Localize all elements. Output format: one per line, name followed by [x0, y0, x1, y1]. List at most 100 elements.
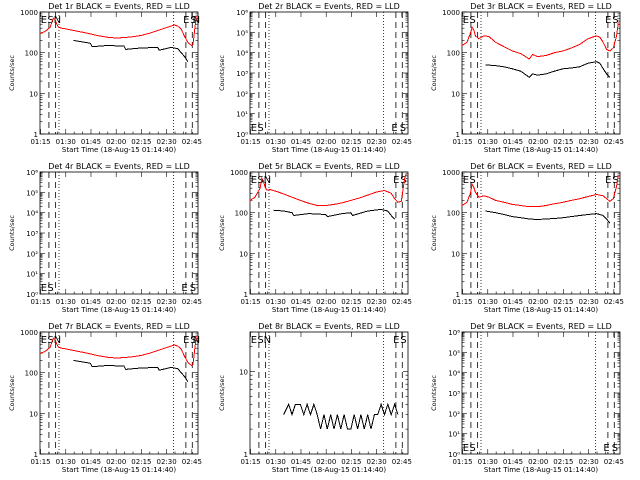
- plot-panel: Det 5r BLACK = Events, RED = LLD 1 10 100 10…: [218, 162, 412, 314]
- x-tick-label: 02:45: [182, 138, 202, 146]
- x-tick-label: 01:45: [81, 138, 101, 146]
- y-tick-label: 1000: [230, 169, 248, 177]
- x-tick-label: 02:45: [392, 458, 412, 466]
- y-axis-label: Counts/sec: [430, 55, 438, 91]
- marker-letter: N: [264, 175, 271, 186]
- marker-letter: N: [264, 335, 271, 346]
- plot-frame: [461, 331, 621, 455]
- marker-letter: S: [257, 123, 263, 134]
- plot-panel: Det 6r BLACK = Events, RED = LLD 1 10 100 10…: [430, 162, 624, 314]
- x-axis-label: Start Time (18-Aug-15 01:14:40): [484, 306, 598, 314]
- x-tick-label: 01:45: [503, 138, 523, 146]
- x-tick-label: 01:15: [452, 298, 472, 306]
- y-tick-label: 10¹: [26, 271, 38, 279]
- plot-frame: [461, 171, 621, 295]
- marker-letter: S: [469, 15, 475, 26]
- plot-frame: [249, 171, 409, 295]
- marker-letter: E: [391, 123, 397, 134]
- y-axis-label: Counts/sec: [218, 55, 226, 91]
- y-tick-label: 10⁴: [236, 50, 248, 58]
- x-tick-label: 02:00: [316, 298, 336, 306]
- x-tick-label: 02:15: [341, 138, 361, 146]
- x-tick-label: 01:15: [240, 138, 260, 146]
- x-tick-label: 02:00: [316, 458, 336, 466]
- y-tick-label: 10⁴: [26, 210, 38, 218]
- plot-title: Det 1r BLACK = Events, RED = LLD: [48, 2, 190, 11]
- x-tick-label: 02:00: [316, 138, 336, 146]
- x-tick-label: 02:15: [553, 458, 573, 466]
- plot-frame: [249, 331, 409, 455]
- y-tick-label: 100: [447, 210, 460, 218]
- x-tick-label: 02:30: [367, 138, 387, 146]
- x-tick-label: 01:45: [291, 138, 311, 146]
- y-tick-label: 10²: [236, 90, 248, 98]
- x-tick-label: 01:15: [30, 138, 50, 146]
- marker-letter: N: [193, 15, 200, 26]
- plot-panel: Det 4r BLACK = Events, RED = LLD 10⁰ 10¹ 10…: [8, 162, 202, 314]
- y-tick-label: 1: [34, 131, 38, 139]
- x-axis-label: Start Time (18-Aug-15 01:14:40): [272, 306, 386, 314]
- y-tick-label: 1: [244, 451, 248, 459]
- x-tick-label: 01:30: [478, 298, 498, 306]
- marker-letter: S: [469, 175, 475, 186]
- x-tick-label: 02:00: [106, 138, 126, 146]
- y-tick-label: 10: [239, 250, 248, 258]
- plot-panel: Det 9r BLACK = Events, RED = LLD 10⁰ 10¹ 10…: [430, 322, 624, 474]
- y-tick-label: 10¹: [236, 111, 248, 119]
- y-tick-label: 10⁶: [26, 169, 38, 177]
- y-axis-label: Counts/sec: [218, 375, 226, 411]
- marker-letter: E: [603, 443, 609, 454]
- x-tick-label: 02:30: [157, 138, 177, 146]
- marker-letter: N: [193, 335, 200, 346]
- plot-panel: Det 2r BLACK = Events, RED = LLD 10⁰ 10¹ 10…: [218, 2, 412, 154]
- x-axis-label: Start Time (18-Aug-15 01:14:40): [62, 146, 176, 154]
- x-tick-label: 02:45: [604, 298, 624, 306]
- marker-letter: E: [393, 175, 399, 186]
- x-axis-label: Start Time (18-Aug-15 01:14:40): [272, 466, 386, 474]
- plot-title: Det 4r BLACK = Events, RED = LLD: [48, 162, 190, 171]
- x-tick-label: 01:30: [266, 298, 286, 306]
- x-tick-label: 02:45: [182, 458, 202, 466]
- y-tick-label: 10³: [448, 390, 460, 398]
- marker-letter: E: [41, 335, 47, 346]
- marker-letter: S: [47, 15, 53, 26]
- x-tick-label: 02:30: [579, 458, 599, 466]
- plot-title: Det 2r BLACK = Events, RED = LLD: [258, 2, 400, 11]
- x-tick-label: 01:15: [240, 458, 260, 466]
- x-axis-label: Start Time (18-Aug-15 01:14:40): [62, 306, 176, 314]
- marker-letter: S: [400, 123, 406, 134]
- x-tick-label: 01:30: [56, 138, 76, 146]
- plot-panel: Det 7r BLACK = Events, RED = LLD 1 10 100 10…: [8, 322, 202, 474]
- marker-letter: S: [257, 175, 263, 186]
- marker-letter: S: [400, 175, 406, 186]
- x-tick-label: 02:15: [553, 298, 573, 306]
- x-tick-label: 02:15: [131, 458, 151, 466]
- y-axis-label: Counts/sec: [430, 375, 438, 411]
- x-tick-label: 02:15: [131, 138, 151, 146]
- y-axis-label: Counts/sec: [218, 215, 226, 251]
- y-tick-label: 10⁰: [448, 451, 460, 459]
- plot-title: Det 9r BLACK = Events, RED = LLD: [470, 322, 612, 331]
- x-tick-label: 02:30: [579, 298, 599, 306]
- events-series-line: [73, 39, 189, 62]
- y-tick-label: 10⁴: [448, 370, 460, 378]
- events-series-line: [273, 208, 395, 220]
- marker-letter: E: [463, 175, 469, 186]
- x-tick-label: 01:45: [81, 458, 101, 466]
- x-tick-label: 01:45: [503, 298, 523, 306]
- y-tick-label: 10⁶: [236, 9, 248, 17]
- plot-title: Det 7r BLACK = Events, RED = LLD: [48, 322, 190, 331]
- x-tick-label: 01:45: [81, 298, 101, 306]
- marker-letter: S: [400, 335, 406, 346]
- plot-panel: Det 8r BLACK = Events, RED = LLD 1 10 01:15…: [218, 322, 412, 474]
- y-tick-label: 10: [29, 410, 38, 418]
- y-tick-label: 10⁵: [26, 189, 38, 197]
- lld-series-line: [39, 15, 197, 47]
- marker-letter: S: [612, 15, 618, 26]
- events-series-line: [283, 402, 399, 430]
- x-tick-label: 02:45: [604, 138, 624, 146]
- x-tick-label: 02:30: [157, 298, 177, 306]
- x-tick-label: 02:30: [579, 138, 599, 146]
- lld-series-line: [249, 173, 407, 206]
